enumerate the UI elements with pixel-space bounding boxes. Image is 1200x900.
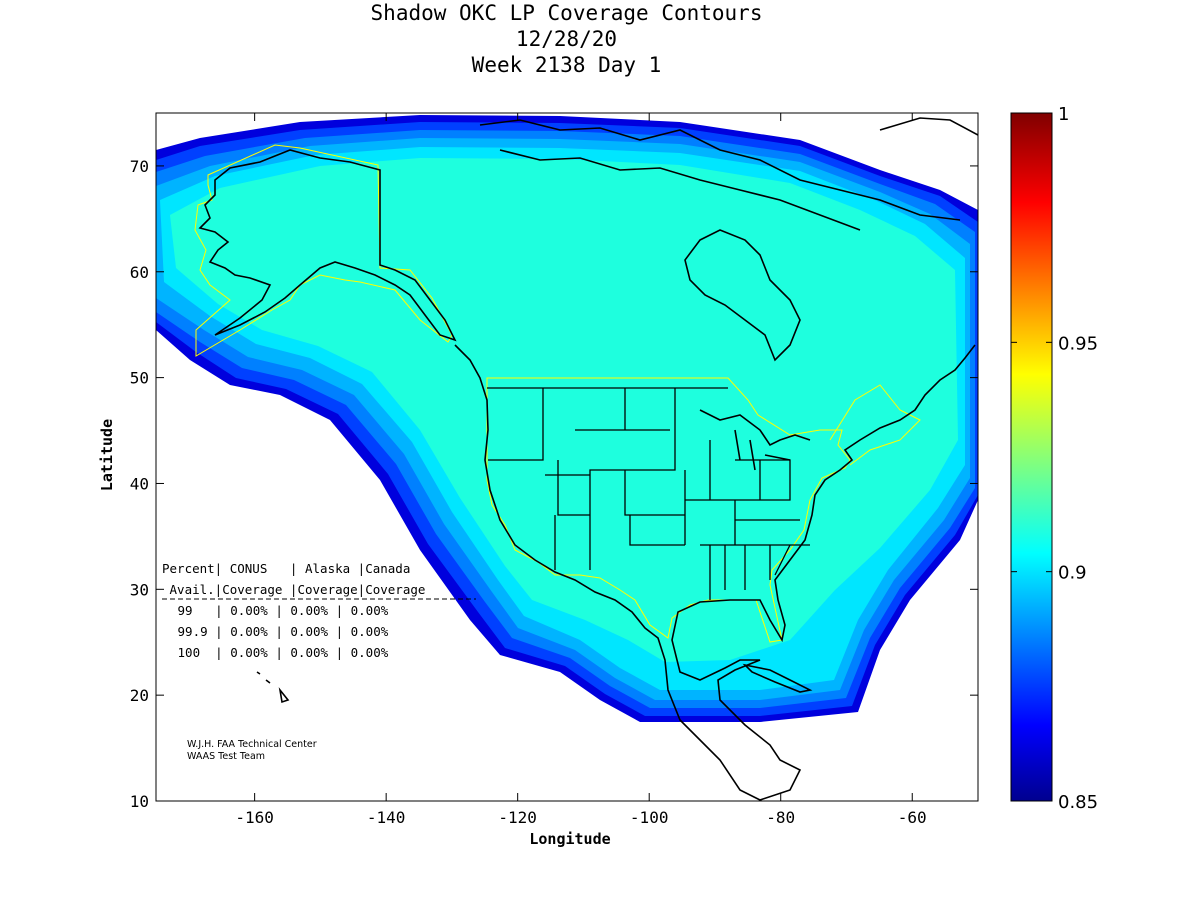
colorbar-tick-label: 0.9 — [1058, 563, 1087, 584]
canada-east-outline — [829, 384, 921, 466]
conus-state-borders — [487, 387, 810, 600]
y-axis-label: Latitude — [98, 419, 116, 491]
colorbar-tick-label: 0.85 — [1058, 792, 1098, 813]
cuba-coastline — [742, 663, 813, 693]
alaska-coastline — [198, 149, 457, 342]
map-title-line1: Shadow OKC LP Coverage Contours — [370, 1, 763, 25]
conus-region-outline — [486, 377, 851, 643]
great-lakes-coastline — [699, 409, 811, 471]
y-tick-label: 60 — [130, 263, 149, 282]
x-axis-label: Longitude — [529, 830, 610, 848]
y-tick-label: 40 — [130, 474, 149, 493]
y-tick-label: 30 — [130, 580, 149, 599]
y-tick-label: 20 — [130, 686, 149, 705]
table-row-99-9: 99.9 | 0.00% | 0.00% | 0.00% — [170, 624, 389, 639]
x-tick-label: -140 — [367, 808, 406, 827]
map-title-line3: Week 2138 Day 1 — [471, 53, 662, 77]
table-row-100: 100 | 0.00% | 0.00% | 0.00% — [170, 645, 389, 660]
x-tick-label: -60 — [898, 808, 927, 827]
colorbar-ticks: 0.85 0.9 0.95 1 — [1011, 104, 1098, 813]
table-header-2: Avail.|Coverage |Coverage|Coverage — [162, 582, 425, 597]
y-axis-ticks: 10 20 30 40 50 60 70 — [130, 157, 978, 811]
coastlines — [198, 117, 978, 801]
greenland-coastline — [879, 117, 978, 136]
hudson-bay-coastline — [684, 229, 801, 362]
colorbar — [1010, 112, 1053, 802]
hawaii-islands — [256, 671, 290, 704]
y-tick-label: 70 — [130, 157, 149, 176]
x-tick-label: -120 — [498, 808, 537, 827]
plot-frame — [155, 112, 979, 802]
table-header-1: Percent| CONUS | Alaska |Canada — [162, 561, 410, 576]
coverage-table: Percent| CONUS | Alaska |Canada Avail.|C… — [162, 561, 476, 660]
credit-line-2: WAAS Test Team — [187, 751, 265, 762]
x-tick-label: -80 — [766, 808, 795, 827]
x-axis-ticks: -160 -140 -120 -100 -80 -60 — [235, 113, 927, 827]
map-title-line2: 12/28/20 — [515, 27, 618, 51]
table-row-99: 99 | 0.00% | 0.00% | 0.00% — [170, 603, 389, 618]
x-tick-label: -160 — [235, 808, 274, 827]
x-tick-label: -100 — [630, 808, 669, 827]
colorbar-tick-label: 1 — [1058, 104, 1069, 125]
colorbar-tick-label: 0.95 — [1058, 333, 1098, 354]
arctic-islands-coastline — [479, 119, 961, 231]
credit-line-1: W.J.H. FAA Technical Center — [187, 739, 317, 750]
y-tick-label: 10 — [130, 792, 149, 811]
y-tick-label: 50 — [130, 369, 149, 388]
